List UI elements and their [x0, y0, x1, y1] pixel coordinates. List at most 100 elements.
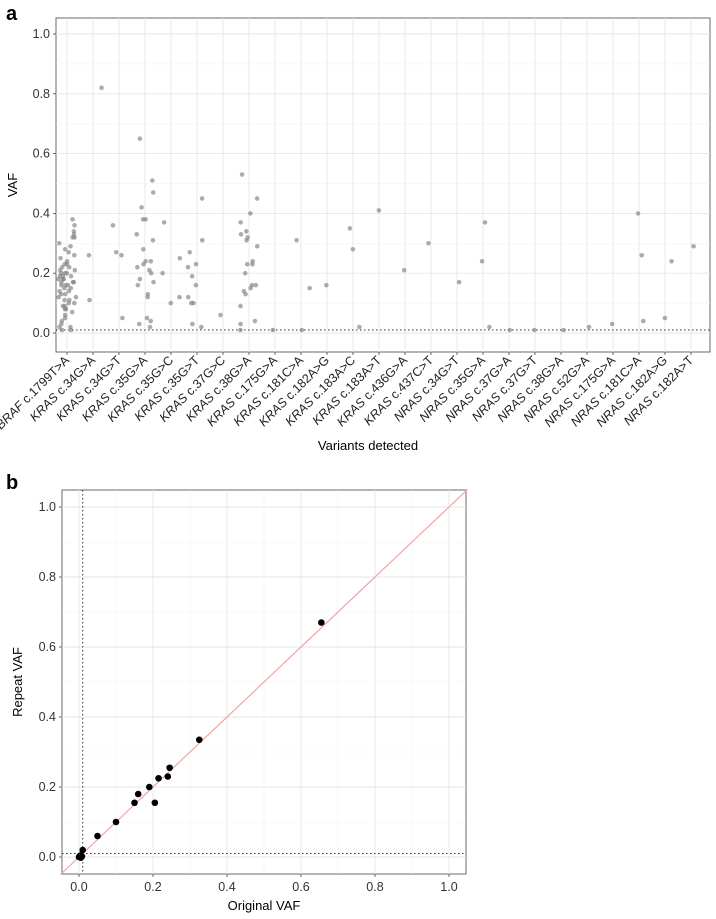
data-point — [189, 273, 195, 279]
data-point — [244, 238, 249, 243]
data-point — [243, 291, 248, 297]
y-tick-label: 0.6 — [39, 640, 56, 654]
panel-b-y-axis-title: Repeat VAF — [10, 647, 25, 717]
data-point — [146, 783, 153, 791]
data-point — [254, 196, 260, 201]
y-tick-label: 0.0 — [33, 326, 50, 340]
data-point — [185, 294, 191, 300]
data-point — [482, 220, 488, 225]
data-point — [87, 297, 92, 303]
data-point — [238, 327, 243, 333]
data-point — [244, 261, 250, 267]
data-point — [56, 276, 61, 282]
data-point — [376, 208, 382, 213]
data-point — [119, 252, 124, 258]
data-point — [120, 315, 125, 321]
data-point — [151, 799, 159, 807]
panel-b-y-ticks: 0.0 0.2 0.4 0.6 0.8 1.0 — [39, 500, 62, 864]
data-point — [139, 205, 144, 210]
data-point — [94, 832, 101, 840]
data-point — [507, 327, 513, 333]
data-point — [357, 324, 362, 330]
data-point — [72, 267, 78, 273]
data-point — [161, 220, 167, 225]
data-point — [218, 312, 223, 318]
data-point — [141, 246, 146, 252]
data-point — [62, 315, 68, 321]
data-point — [70, 279, 76, 285]
data-point — [254, 243, 260, 249]
data-point — [62, 291, 68, 297]
data-point — [238, 232, 244, 237]
data-point — [487, 324, 492, 330]
data-point — [56, 294, 62, 300]
data-point — [238, 321, 243, 327]
data-point — [635, 211, 641, 216]
y-tick-label: 0.8 — [33, 87, 50, 101]
data-point — [73, 294, 79, 300]
data-point — [401, 267, 407, 273]
x-tick-label: 1.0 — [440, 880, 457, 894]
y-tick-label: 0.2 — [39, 780, 56, 794]
data-point — [239, 172, 245, 177]
data-point — [248, 211, 253, 216]
data-point — [238, 220, 243, 225]
data-point — [150, 178, 155, 183]
data-point — [68, 273, 74, 279]
data-point — [324, 282, 329, 288]
data-point — [135, 264, 140, 270]
data-point — [66, 264, 72, 270]
data-point — [177, 255, 183, 261]
data-point — [66, 300, 72, 306]
data-point — [59, 282, 64, 288]
data-point — [639, 252, 645, 258]
data-point — [78, 853, 86, 860]
data-point — [131, 799, 138, 807]
x-tick-label: 0.0 — [70, 880, 87, 894]
data-point — [253, 282, 259, 288]
data-point — [199, 238, 205, 243]
y-tick-label: 1.0 — [33, 27, 50, 41]
data-point — [110, 223, 116, 228]
data-point — [140, 217, 146, 222]
data-point — [151, 279, 156, 285]
data-point — [56, 241, 62, 246]
data-point — [244, 229, 249, 234]
data-point — [250, 261, 255, 267]
x-tick-label: 0.2 — [144, 880, 161, 894]
data-point — [71, 300, 77, 306]
data-point — [177, 294, 182, 300]
data-point — [141, 261, 146, 267]
data-point — [137, 136, 143, 141]
data-point — [160, 270, 165, 276]
data-point — [248, 285, 253, 291]
data-point — [252, 318, 258, 324]
data-point — [155, 774, 162, 782]
data-point — [187, 249, 193, 255]
data-point — [64, 258, 70, 264]
data-point — [70, 217, 75, 222]
data-point — [479, 258, 485, 264]
y-tick-label: 1.0 — [39, 500, 56, 514]
data-point — [185, 264, 191, 270]
panel-a-gridlines — [56, 18, 710, 352]
data-point — [242, 270, 248, 276]
panel-b-identity-line — [60, 489, 468, 875]
data-point — [62, 246, 68, 252]
x-tick-label: 0.8 — [366, 880, 383, 894]
data-point — [195, 736, 203, 744]
data-point — [238, 303, 243, 309]
data-point — [59, 327, 65, 333]
data-point — [148, 258, 154, 264]
y-tick-label: 0.8 — [39, 570, 56, 584]
data-point — [166, 764, 173, 772]
data-point — [147, 324, 153, 330]
data-point — [150, 238, 156, 243]
data-point — [66, 288, 72, 294]
panel-b-x-ticks: 0.0 0.2 0.4 0.6 0.8 1.0 — [70, 874, 458, 894]
data-point — [72, 252, 77, 258]
data-point — [199, 324, 204, 330]
data-point — [188, 300, 194, 306]
